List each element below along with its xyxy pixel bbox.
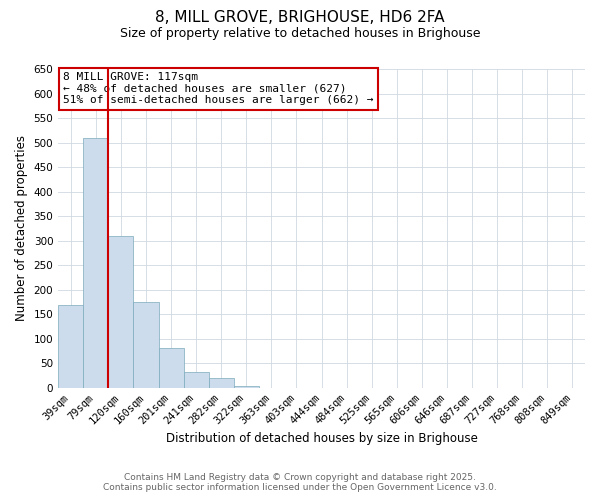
Bar	[158, 348, 184, 388]
Text: Size of property relative to detached houses in Brighouse: Size of property relative to detached ho…	[120, 28, 480, 40]
Text: 8, MILL GROVE, BRIGHOUSE, HD6 2FA: 8, MILL GROVE, BRIGHOUSE, HD6 2FA	[155, 10, 445, 25]
Bar	[58, 304, 83, 388]
Bar	[234, 386, 259, 388]
Bar	[109, 236, 133, 388]
Bar	[133, 302, 158, 388]
X-axis label: Distribution of detached houses by size in Brighouse: Distribution of detached houses by size …	[166, 432, 478, 445]
Bar	[83, 138, 109, 388]
Bar	[209, 378, 234, 388]
Text: Contains HM Land Registry data © Crown copyright and database right 2025.
Contai: Contains HM Land Registry data © Crown c…	[103, 473, 497, 492]
Y-axis label: Number of detached properties: Number of detached properties	[15, 136, 28, 322]
Bar	[184, 372, 209, 388]
Text: 8 MILL GROVE: 117sqm
← 48% of detached houses are smaller (627)
51% of semi-deta: 8 MILL GROVE: 117sqm ← 48% of detached h…	[64, 72, 374, 106]
